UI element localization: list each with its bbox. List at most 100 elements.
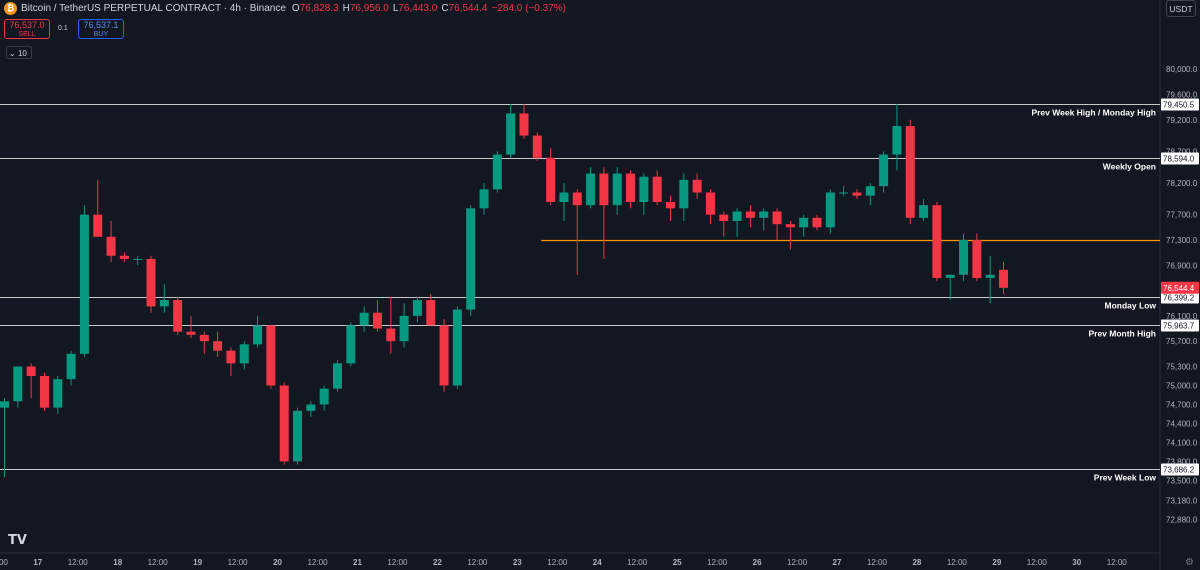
candle-body-down	[852, 192, 862, 196]
candle-body-up	[945, 274, 955, 278]
candle-body-up	[412, 300, 422, 316]
x-tick-label: 12:00	[867, 558, 888, 567]
level-price-tag-text: 73,686.2	[1163, 466, 1195, 475]
x-tick-label: 25	[673, 558, 682, 567]
close-value: 76,544.4	[448, 2, 488, 14]
x-tick-label: 27	[833, 558, 842, 567]
candle-body-up	[253, 325, 263, 345]
y-tick-label: 73,500.0	[1166, 476, 1198, 485]
x-tick-label: 12:00	[467, 558, 488, 567]
x-tick-label: 28	[912, 558, 921, 567]
candle-body-up	[639, 176, 649, 203]
chevron-down-icon: ⌄	[9, 49, 16, 58]
candle-body-down	[173, 300, 183, 332]
candle-body-up	[133, 258, 143, 260]
open-value: 76,828.3	[299, 2, 339, 14]
candle-body-down	[532, 135, 542, 158]
currency-button[interactable]: USDT	[1166, 0, 1196, 17]
x-tick-label: 12:00	[387, 558, 408, 567]
candle-body-down	[106, 236, 116, 256]
spread-value: 0.1	[58, 25, 68, 32]
candle-body-down	[719, 214, 729, 221]
high-value: 76,956.0	[349, 2, 389, 14]
candle-body-down	[999, 269, 1008, 288]
candle-body-up	[479, 189, 489, 209]
candle-body-down	[279, 385, 289, 462]
buy-button[interactable]: 76,537.1 BUY	[78, 19, 124, 39]
x-tick-label: 12:00	[1027, 558, 1048, 567]
candle-body-up	[985, 274, 995, 278]
y-tick-label: 79,600.0	[1166, 90, 1198, 99]
x-tick-label: 18	[113, 558, 122, 567]
candle-body-down	[39, 375, 49, 408]
volume-toggle-value: 10	[17, 49, 27, 58]
x-tick-label: 12:00	[547, 558, 568, 567]
y-tick-label: 77,300.0	[1166, 236, 1198, 245]
level-label: Monday Low	[1105, 301, 1157, 311]
x-tick-label: 21	[353, 558, 362, 567]
gear-icon[interactable]: ⚙	[1185, 557, 1194, 568]
low-value: 76,443.0	[398, 2, 438, 14]
sell-label: SELL	[18, 31, 36, 38]
x-tick-label: 12:00	[0, 558, 8, 567]
x-tick-label: 29	[992, 558, 1001, 567]
candle-body-down	[119, 255, 129, 259]
candle-body-up	[679, 179, 689, 209]
symbol-title[interactable]: Bitcoin / TetherUS PERPETUAL CONTRACT · …	[21, 2, 286, 14]
x-tick-label: 12:00	[308, 558, 329, 567]
y-tick-label: 76,900.0	[1166, 261, 1198, 270]
close-label: C	[441, 2, 449, 14]
x-tick-label: 12:00	[1107, 558, 1128, 567]
candle-body-down	[226, 350, 236, 364]
level-label: Prev Week Low	[1094, 473, 1157, 483]
x-tick-label: 20	[273, 558, 282, 567]
candle-body-up	[159, 300, 169, 307]
candle-body-up	[333, 363, 342, 389]
y-tick-label: 78,200.0	[1166, 179, 1198, 188]
candle-body-up	[66, 353, 76, 380]
candle-body-down	[213, 341, 223, 351]
candle-body-down	[692, 179, 702, 193]
x-tick-label: 23	[513, 558, 522, 567]
candle-body-up	[799, 217, 809, 228]
candle-body-up	[293, 410, 303, 462]
candle-body-up	[919, 205, 929, 218]
candle-body-up	[612, 173, 622, 206]
y-tick-label: 74,100.0	[1166, 438, 1198, 447]
x-tick-label: 30	[1072, 558, 1081, 567]
candle-body-down	[932, 205, 942, 278]
y-tick-label: 75,000.0	[1166, 381, 1198, 390]
level-price-tag	[1161, 463, 1199, 476]
candle-body-up	[359, 312, 369, 326]
candle-body-down	[372, 312, 382, 329]
x-tick-label: 12:00	[707, 558, 728, 567]
candle-body-up	[492, 154, 502, 190]
sell-button[interactable]: 76,537.0 SELL	[4, 19, 50, 39]
level-label: Weekly Open	[1103, 162, 1156, 172]
candle-body-down	[26, 366, 36, 376]
high-label: H	[342, 2, 350, 14]
candle-body-down	[972, 239, 982, 278]
candle-body-up	[452, 309, 462, 386]
volume-toggle[interactable]: ⌄ 10	[6, 46, 32, 59]
y-tick-label: 76,100.0	[1166, 312, 1198, 321]
y-tick-label: 73,180.0	[1166, 497, 1198, 506]
last-price-tag	[1161, 281, 1199, 294]
y-tick-label: 72,880.0	[1166, 516, 1198, 525]
x-tick-label: 12:00	[228, 558, 249, 567]
x-tick-label: 12:00	[787, 558, 808, 567]
tradingview-logo-icon[interactable]: 𝗧𝗩	[8, 532, 27, 547]
candle-body-down	[439, 325, 449, 386]
candle-body-up	[892, 126, 902, 155]
x-tick-label: 19	[193, 558, 202, 567]
candle-body-up	[79, 214, 89, 354]
candle-body-up	[825, 192, 835, 228]
candle-body-down	[705, 192, 715, 215]
candle-body-up	[759, 211, 769, 218]
candle-body-down	[652, 176, 662, 203]
candle-body-up	[0, 401, 9, 408]
y-tick-label: 75,300.0	[1166, 363, 1198, 372]
candle-body-up	[879, 154, 889, 187]
candle-body-down	[785, 224, 795, 228]
